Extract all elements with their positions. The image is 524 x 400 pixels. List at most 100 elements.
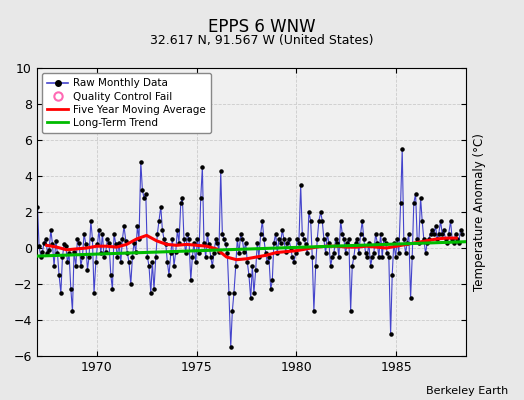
Point [428,227,436,233]
Point [310,308,318,314]
Point [212,236,220,242]
Point [436,218,445,224]
Point [293,236,301,242]
Point [110,230,118,237]
Point [235,250,243,257]
Point [285,236,293,242]
Point [358,218,366,224]
Point [283,239,291,246]
Point [232,263,240,269]
Point [267,286,275,293]
Point [333,239,342,246]
Point [388,272,397,278]
Point [73,236,82,242]
Point [411,191,420,197]
Point [255,254,263,260]
Point [393,236,401,242]
Point [125,259,133,266]
Point [320,236,328,242]
Point [167,250,175,257]
Point [315,218,323,224]
Point [185,236,193,242]
Point [63,259,72,266]
Point [328,254,336,260]
Point [175,239,183,246]
Point [160,236,168,242]
Point [96,250,105,257]
Point [98,230,106,237]
Point [42,236,50,242]
Point [294,239,303,246]
Point [458,230,466,237]
Point [311,263,320,269]
Point [198,164,206,170]
Point [233,236,242,242]
Point [137,158,145,165]
Point [438,230,446,237]
Point [405,230,413,237]
Point [258,218,267,224]
Point [243,259,252,266]
Point [257,230,265,237]
Point [362,250,370,257]
Point [82,241,90,248]
Point [238,236,246,242]
Point [245,272,253,278]
Point [210,250,218,257]
Text: EPPS 6 WNW: EPPS 6 WNW [208,18,316,36]
Point [58,254,67,260]
Point [200,239,208,246]
Point [260,236,268,242]
Point [53,250,62,257]
Point [187,277,195,284]
Point [75,239,83,246]
Point [168,236,177,242]
Point [365,239,373,246]
Point [34,203,42,210]
Point [376,230,385,237]
Point [434,230,443,237]
Point [182,250,190,257]
Point [140,194,148,201]
Point [43,250,52,257]
Point [413,236,421,242]
Point [342,250,350,257]
Point [115,239,123,246]
Point [48,241,57,248]
Point [183,230,192,237]
Point [72,263,80,269]
Point [330,250,338,257]
Point [391,254,400,260]
Point [323,230,332,237]
Point [433,236,441,242]
Point [57,290,65,296]
Point [117,259,125,266]
Point [60,241,68,248]
Point [120,223,128,230]
Point [225,290,233,296]
Point [265,254,273,260]
Point [453,236,461,242]
Point [213,239,222,246]
Text: Berkeley Earth: Berkeley Earth [426,386,508,396]
Point [38,248,47,255]
Point [417,194,425,201]
Point [55,272,63,278]
Point [226,344,235,350]
Point [68,308,77,314]
Point [355,250,363,257]
Point [128,254,137,260]
Point [165,272,173,278]
Point [118,236,127,242]
Point [215,248,223,255]
Point [103,236,112,242]
Point [300,236,308,242]
Point [95,227,103,233]
Point [298,230,307,237]
Point [228,308,236,314]
Point [206,254,215,260]
Point [171,248,180,255]
Point [157,203,165,210]
Point [350,254,358,260]
Point [369,250,378,257]
